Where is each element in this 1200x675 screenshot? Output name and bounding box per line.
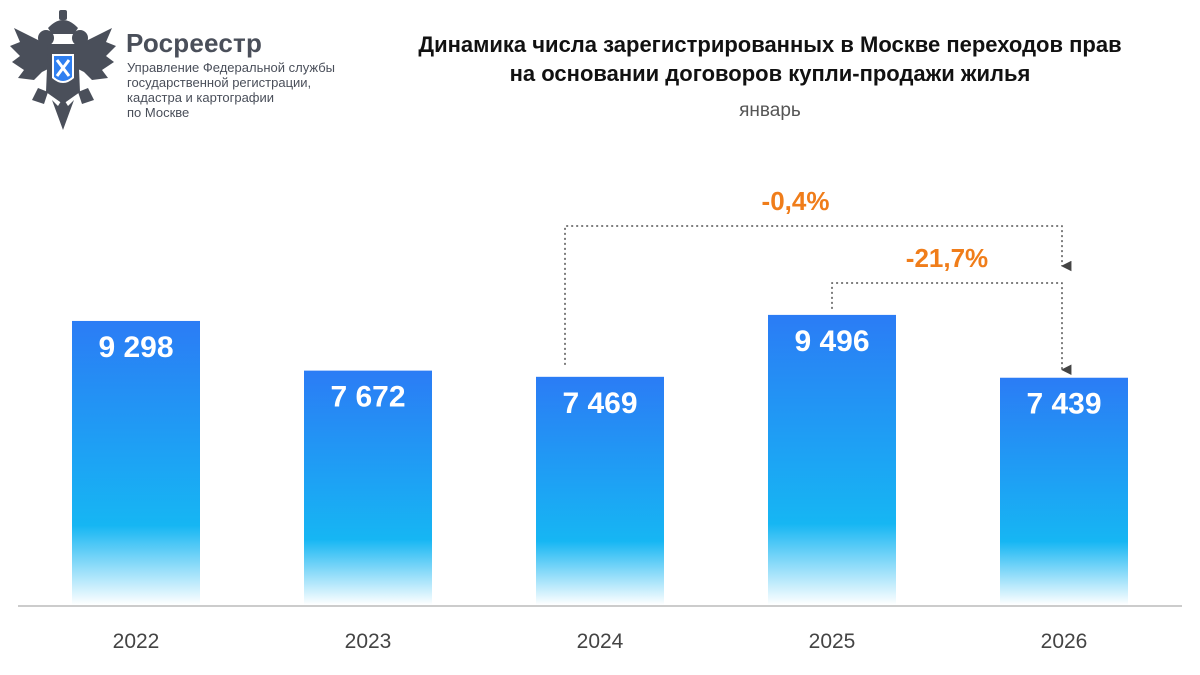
annotation-bracket-2025-2026: [831, 282, 1072, 375]
x-tick-2023: 2023: [345, 630, 392, 653]
org-name: Росреестр: [126, 28, 263, 58]
org-desc-line: по Москве: [127, 105, 190, 120]
data-label-2026: 7 439: [1026, 388, 1101, 421]
annotation-label-2025-2026: -21,7%: [906, 243, 988, 273]
data-label-2025: 9 496: [794, 325, 869, 358]
x-tick-2022: 2022: [113, 630, 160, 653]
x-tick-2026: 2026: [1041, 630, 1088, 653]
bar-2022: [72, 320, 200, 605]
annotation-label-2024-2026: -0,4%: [762, 186, 830, 216]
annotation-bracket-2024-2026: [564, 225, 1072, 365]
org-desc-line: Управление Федеральной службы: [127, 60, 335, 75]
org-desc-line: государственной регистрации,: [127, 75, 312, 90]
data-label-2023: 7 672: [330, 381, 405, 414]
org-description: Управление Федеральной службы государств…: [127, 60, 367, 120]
chart-title-line: на основании договоров купли-продажи жил…: [509, 61, 1031, 86]
bar-2024: [536, 376, 664, 605]
data-label-2024: 7 469: [562, 387, 637, 420]
x-tick-2024: 2024: [577, 630, 624, 653]
eagle-emblem-icon: [10, 10, 116, 130]
x-tick-2025: 2025: [809, 630, 856, 653]
org-desc-line: кадастра и картографии: [127, 90, 275, 105]
chart-subtitle: январь: [739, 100, 801, 121]
bar-2025: [768, 314, 896, 605]
data-label-2022: 9 298: [98, 331, 173, 364]
chart-title-line: Динамика числа зарегистрированных в Моск…: [418, 32, 1122, 57]
bar-2026: [1000, 377, 1128, 605]
bar-2023: [304, 370, 432, 605]
chart-title: Динамика числа зарегистрированных в Моск…: [370, 30, 1170, 88]
